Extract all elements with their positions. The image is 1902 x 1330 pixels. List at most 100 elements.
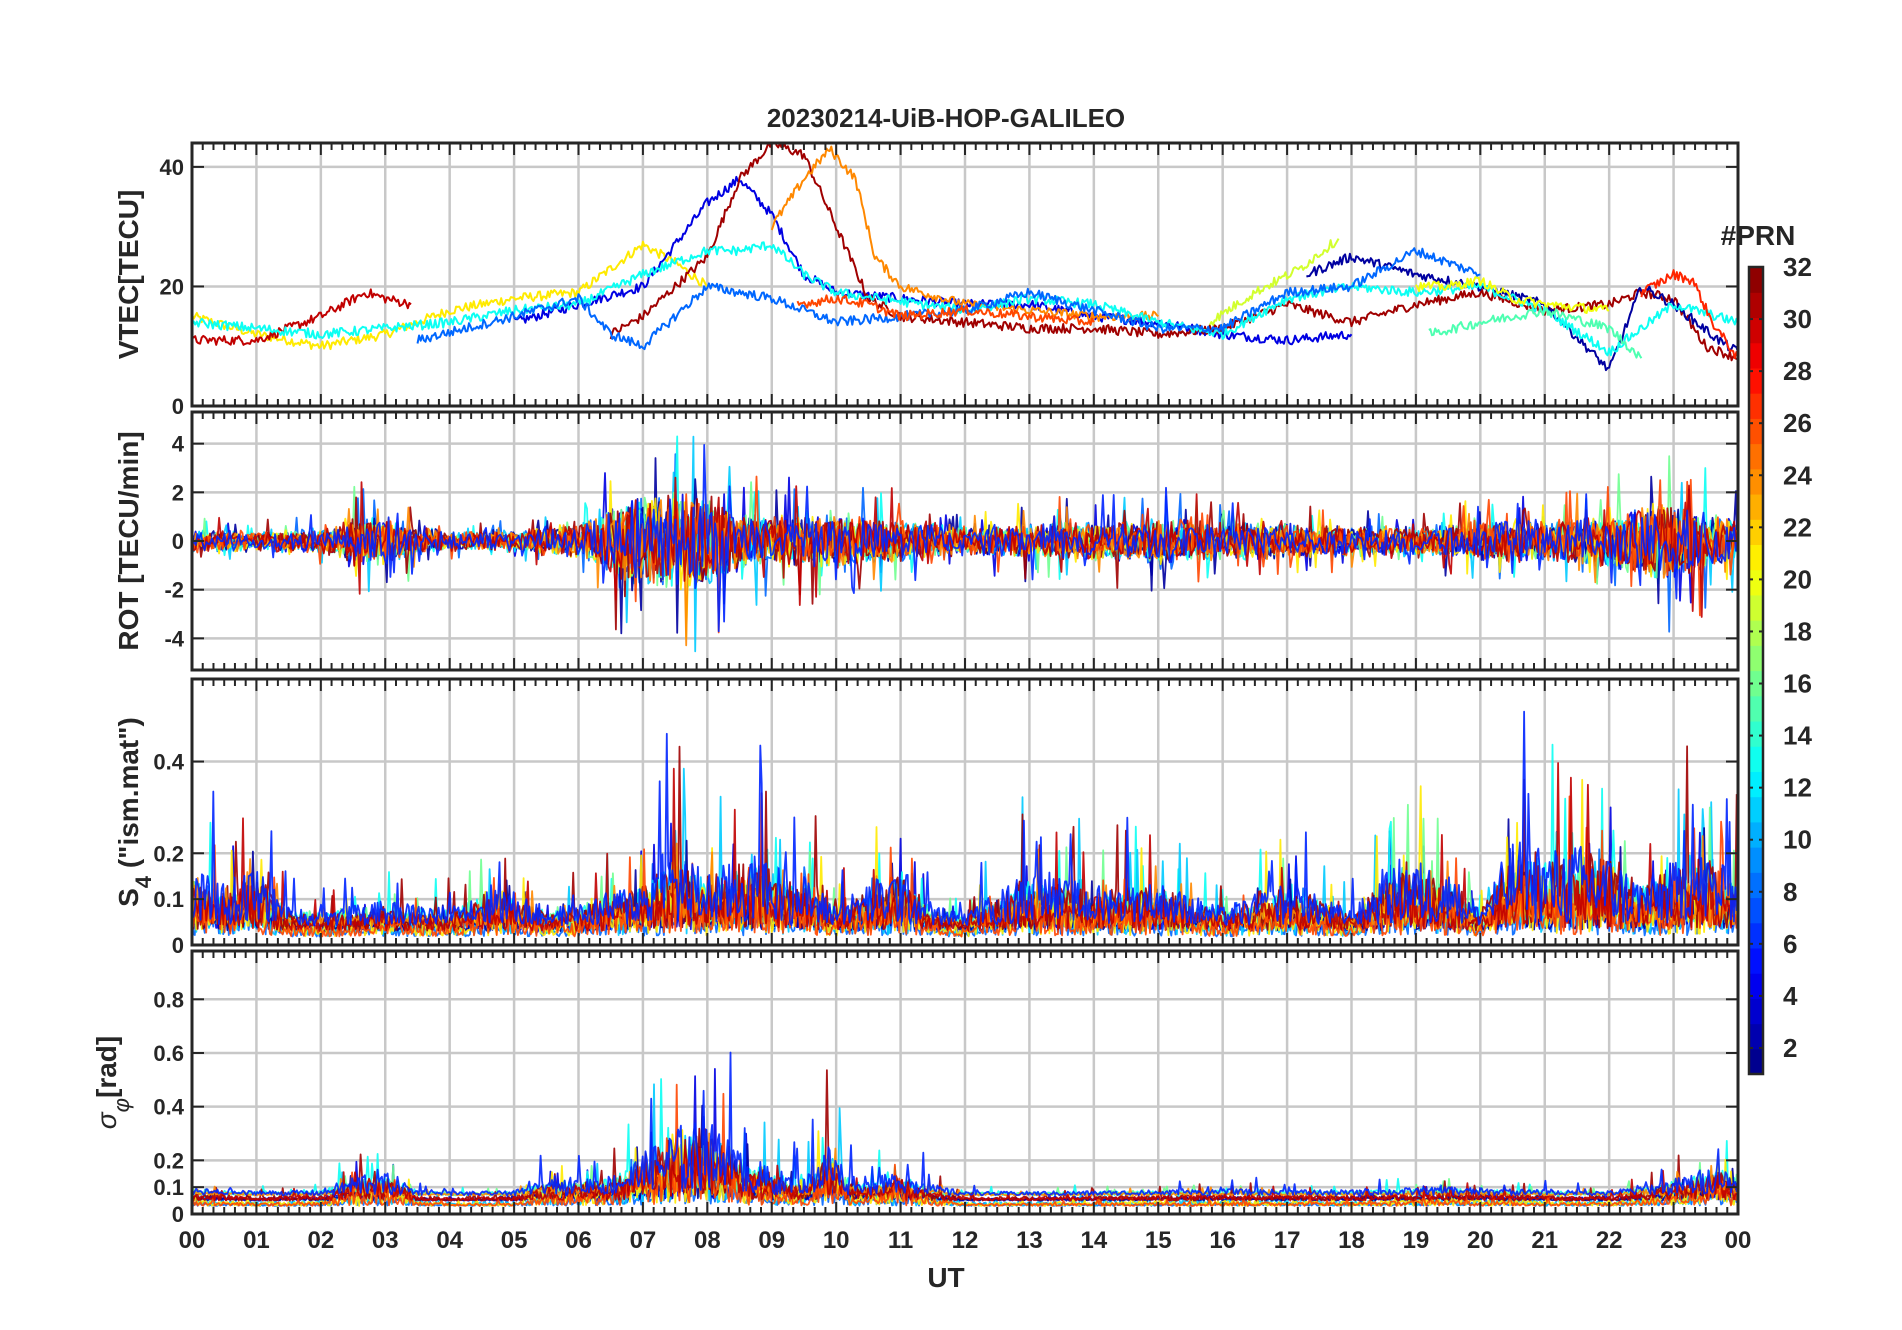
y-tick-label: 0.2	[153, 1148, 184, 1173]
x-tick-label: 10	[823, 1227, 850, 1254]
sigma_phi-line-prn-30	[192, 1140, 1738, 1202]
x-tick-label: 08	[694, 1227, 721, 1254]
colorbar-level	[1749, 342, 1763, 369]
colorbar-level	[1749, 973, 1763, 999]
colorbar-level	[1749, 519, 1763, 546]
x-tick-label: 23	[1660, 1227, 1687, 1254]
x-tick-label: 18	[1338, 1227, 1365, 1254]
y-tick-label: 2	[172, 480, 184, 505]
colorbar-tick-label: 26	[1783, 408, 1812, 438]
data-s4	[192, 710, 1738, 938]
colorbar-level	[1749, 544, 1763, 571]
y-tick-label: 0.4	[153, 1095, 184, 1120]
vtec-line-prn-30	[192, 288, 412, 346]
colorbar-tick-label: 32	[1783, 252, 1812, 282]
y-tick-label: 0	[172, 529, 184, 554]
s4-line-prn-30	[192, 762, 1738, 933]
colorbar-level	[1749, 720, 1763, 747]
x-tick-label: 00	[1725, 1227, 1752, 1254]
colorbar-level	[1749, 393, 1763, 419]
y-tick-label: -2	[164, 578, 184, 603]
colorbar-level	[1749, 267, 1763, 293]
colorbar-tick-label: 4	[1783, 981, 1798, 1011]
x-tick-label: 07	[630, 1227, 657, 1254]
x-tick-label: 16	[1209, 1227, 1236, 1254]
colorbar-tick-label: 22	[1783, 512, 1812, 542]
colorbar-frame	[1747, 265, 1765, 1076]
data-rot	[192, 435, 1738, 653]
colorbar-level	[1749, 897, 1763, 924]
x-tick-label: 01	[243, 1227, 270, 1254]
ylabel-tail: [rad]	[91, 1036, 122, 1098]
colorbar-level	[1749, 670, 1763, 697]
colorbar-level	[1749, 1023, 1763, 1050]
vtec-line-prn-19	[1208, 238, 1340, 326]
x-tick-label: 14	[1080, 1227, 1107, 1254]
rot-line-prn-6	[192, 444, 1738, 633]
colorbar-level	[1749, 695, 1763, 722]
colorbar-tick-label: 30	[1783, 304, 1812, 334]
vtec-line-prn-15	[1428, 306, 1643, 359]
ylabel-main: S	[113, 888, 144, 907]
y-tick-label: 0	[172, 1202, 184, 1227]
x-tick-label: 13	[1016, 1227, 1043, 1254]
colorbar-level	[1749, 771, 1763, 798]
colorbar-tick-label: 10	[1783, 825, 1812, 855]
x-axis-label: UT	[927, 1262, 964, 1293]
data-vtec	[192, 143, 1738, 372]
colorbar-level	[1749, 746, 1763, 772]
ticks-rot	[191, 412, 1739, 670]
y-axis-label-rot: ROT [TECU/min]	[113, 431, 144, 650]
panel-rot: -4 -2 0 2 4 ROT [TECU/min]	[113, 410, 1740, 672]
ylabel-tail: ("ism.mat")	[113, 717, 144, 876]
x-tick-label: 00	[179, 1227, 206, 1254]
x-tick-label: 04	[436, 1227, 463, 1254]
ticks-s4	[191, 679, 1739, 946]
y-tick-label: 0.4	[153, 750, 184, 775]
x-tick-label: 22	[1596, 1227, 1623, 1254]
ticks-sigma_phi	[191, 951, 1739, 1215]
sigma_phi-line-prn-6	[192, 1051, 1738, 1197]
y-tick-label: 4	[172, 432, 185, 457]
s4-line-prn-6	[192, 710, 1738, 927]
colorbar-tick-label: 6	[1783, 929, 1797, 959]
x-tick-label: 12	[952, 1227, 979, 1254]
colorbar-level	[1749, 796, 1763, 823]
vtec-line-prn-27	[1640, 269, 1738, 359]
ticks-vtec	[191, 143, 1739, 407]
colorbar-tick-label: 2	[1783, 1033, 1797, 1063]
colorbar-level	[1749, 292, 1763, 319]
ylabel-sub: φ	[109, 1098, 134, 1112]
colorbar-tick-label: 18	[1783, 616, 1812, 646]
vtec-line-prn-20	[1415, 276, 1610, 314]
vtec-line-prn-21	[192, 240, 709, 351]
colorbar-level	[1749, 821, 1763, 848]
y-tick-label: 0	[172, 394, 184, 419]
y-axis-label-vtec: VTEC[TECU]	[113, 190, 144, 360]
colorbar-level	[1749, 468, 1763, 495]
colorbar-level	[1749, 998, 1763, 1025]
panel-sigma_phi: 00.10.2 0.4 0.6 0.8 σφ[rad]	[91, 949, 1740, 1227]
panel-vtec: 0 20 40 VTEC[TECU]	[113, 141, 1740, 419]
x-tick-label: 20	[1467, 1227, 1494, 1254]
colorbar-level	[1749, 620, 1763, 646]
panel-s4: 00.10.20.4S4 ("ism.mat")	[113, 677, 1740, 958]
colorbar-level	[1749, 872, 1763, 899]
ylabel-sub: 4	[131, 875, 156, 888]
y-tick-label: 40	[160, 155, 184, 180]
colorbar-level	[1749, 418, 1763, 445]
y-tick-label: 0.2	[153, 841, 184, 866]
x-tick-label: 15	[1145, 1227, 1172, 1254]
colorbar-level	[1749, 367, 1763, 394]
colorbar-level	[1749, 847, 1763, 873]
colorbar-level	[1749, 594, 1763, 621]
y-tick-label: 0.8	[153, 987, 184, 1012]
colorbar-level	[1749, 493, 1763, 520]
y-axis-label-s4: S4 ("ism.mat")	[113, 717, 156, 907]
colorbar-level	[1749, 443, 1763, 470]
colorbar-level	[1749, 569, 1763, 596]
colorbar-level	[1749, 645, 1763, 672]
